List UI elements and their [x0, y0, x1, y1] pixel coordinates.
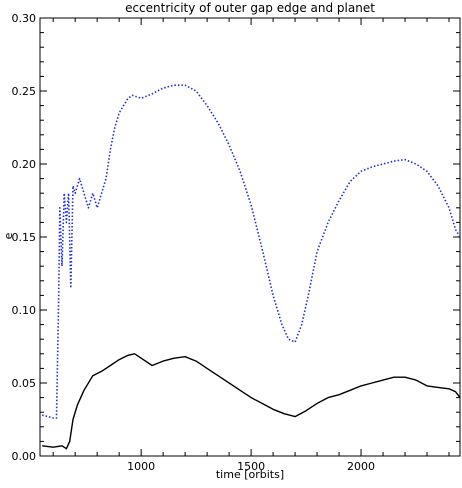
x-tick-label: 1500	[237, 460, 265, 473]
series-gap-edge-line	[41, 84, 461, 419]
y-tick-label: 0.15	[12, 231, 37, 244]
chart-title: eccentricity of outer gap edge and plane…	[125, 1, 375, 15]
series-layer	[41, 84, 461, 450]
y-tick-label: 0.30	[12, 12, 37, 25]
y-tick-label: 0.20	[12, 158, 37, 171]
x-tick-label: 2000	[347, 460, 375, 473]
series-planet-line	[42, 353, 461, 450]
y-tick-label: 0.00	[12, 450, 37, 463]
y-tick-label: 0.25	[12, 85, 37, 98]
x-axis-label: time [orbits]	[216, 468, 284, 481]
plot-frame	[39, 17, 461, 457]
y-axis-label: e	[2, 232, 15, 239]
axes: 1000 1500 2000 0.00 0.05 0.10 0.15 0.20 0.25 0.30	[12, 12, 460, 473]
y-tick-label: 0.10	[12, 304, 37, 317]
x-tick-label: 1000	[127, 460, 155, 473]
y-tick-label: 0.05	[12, 377, 37, 390]
